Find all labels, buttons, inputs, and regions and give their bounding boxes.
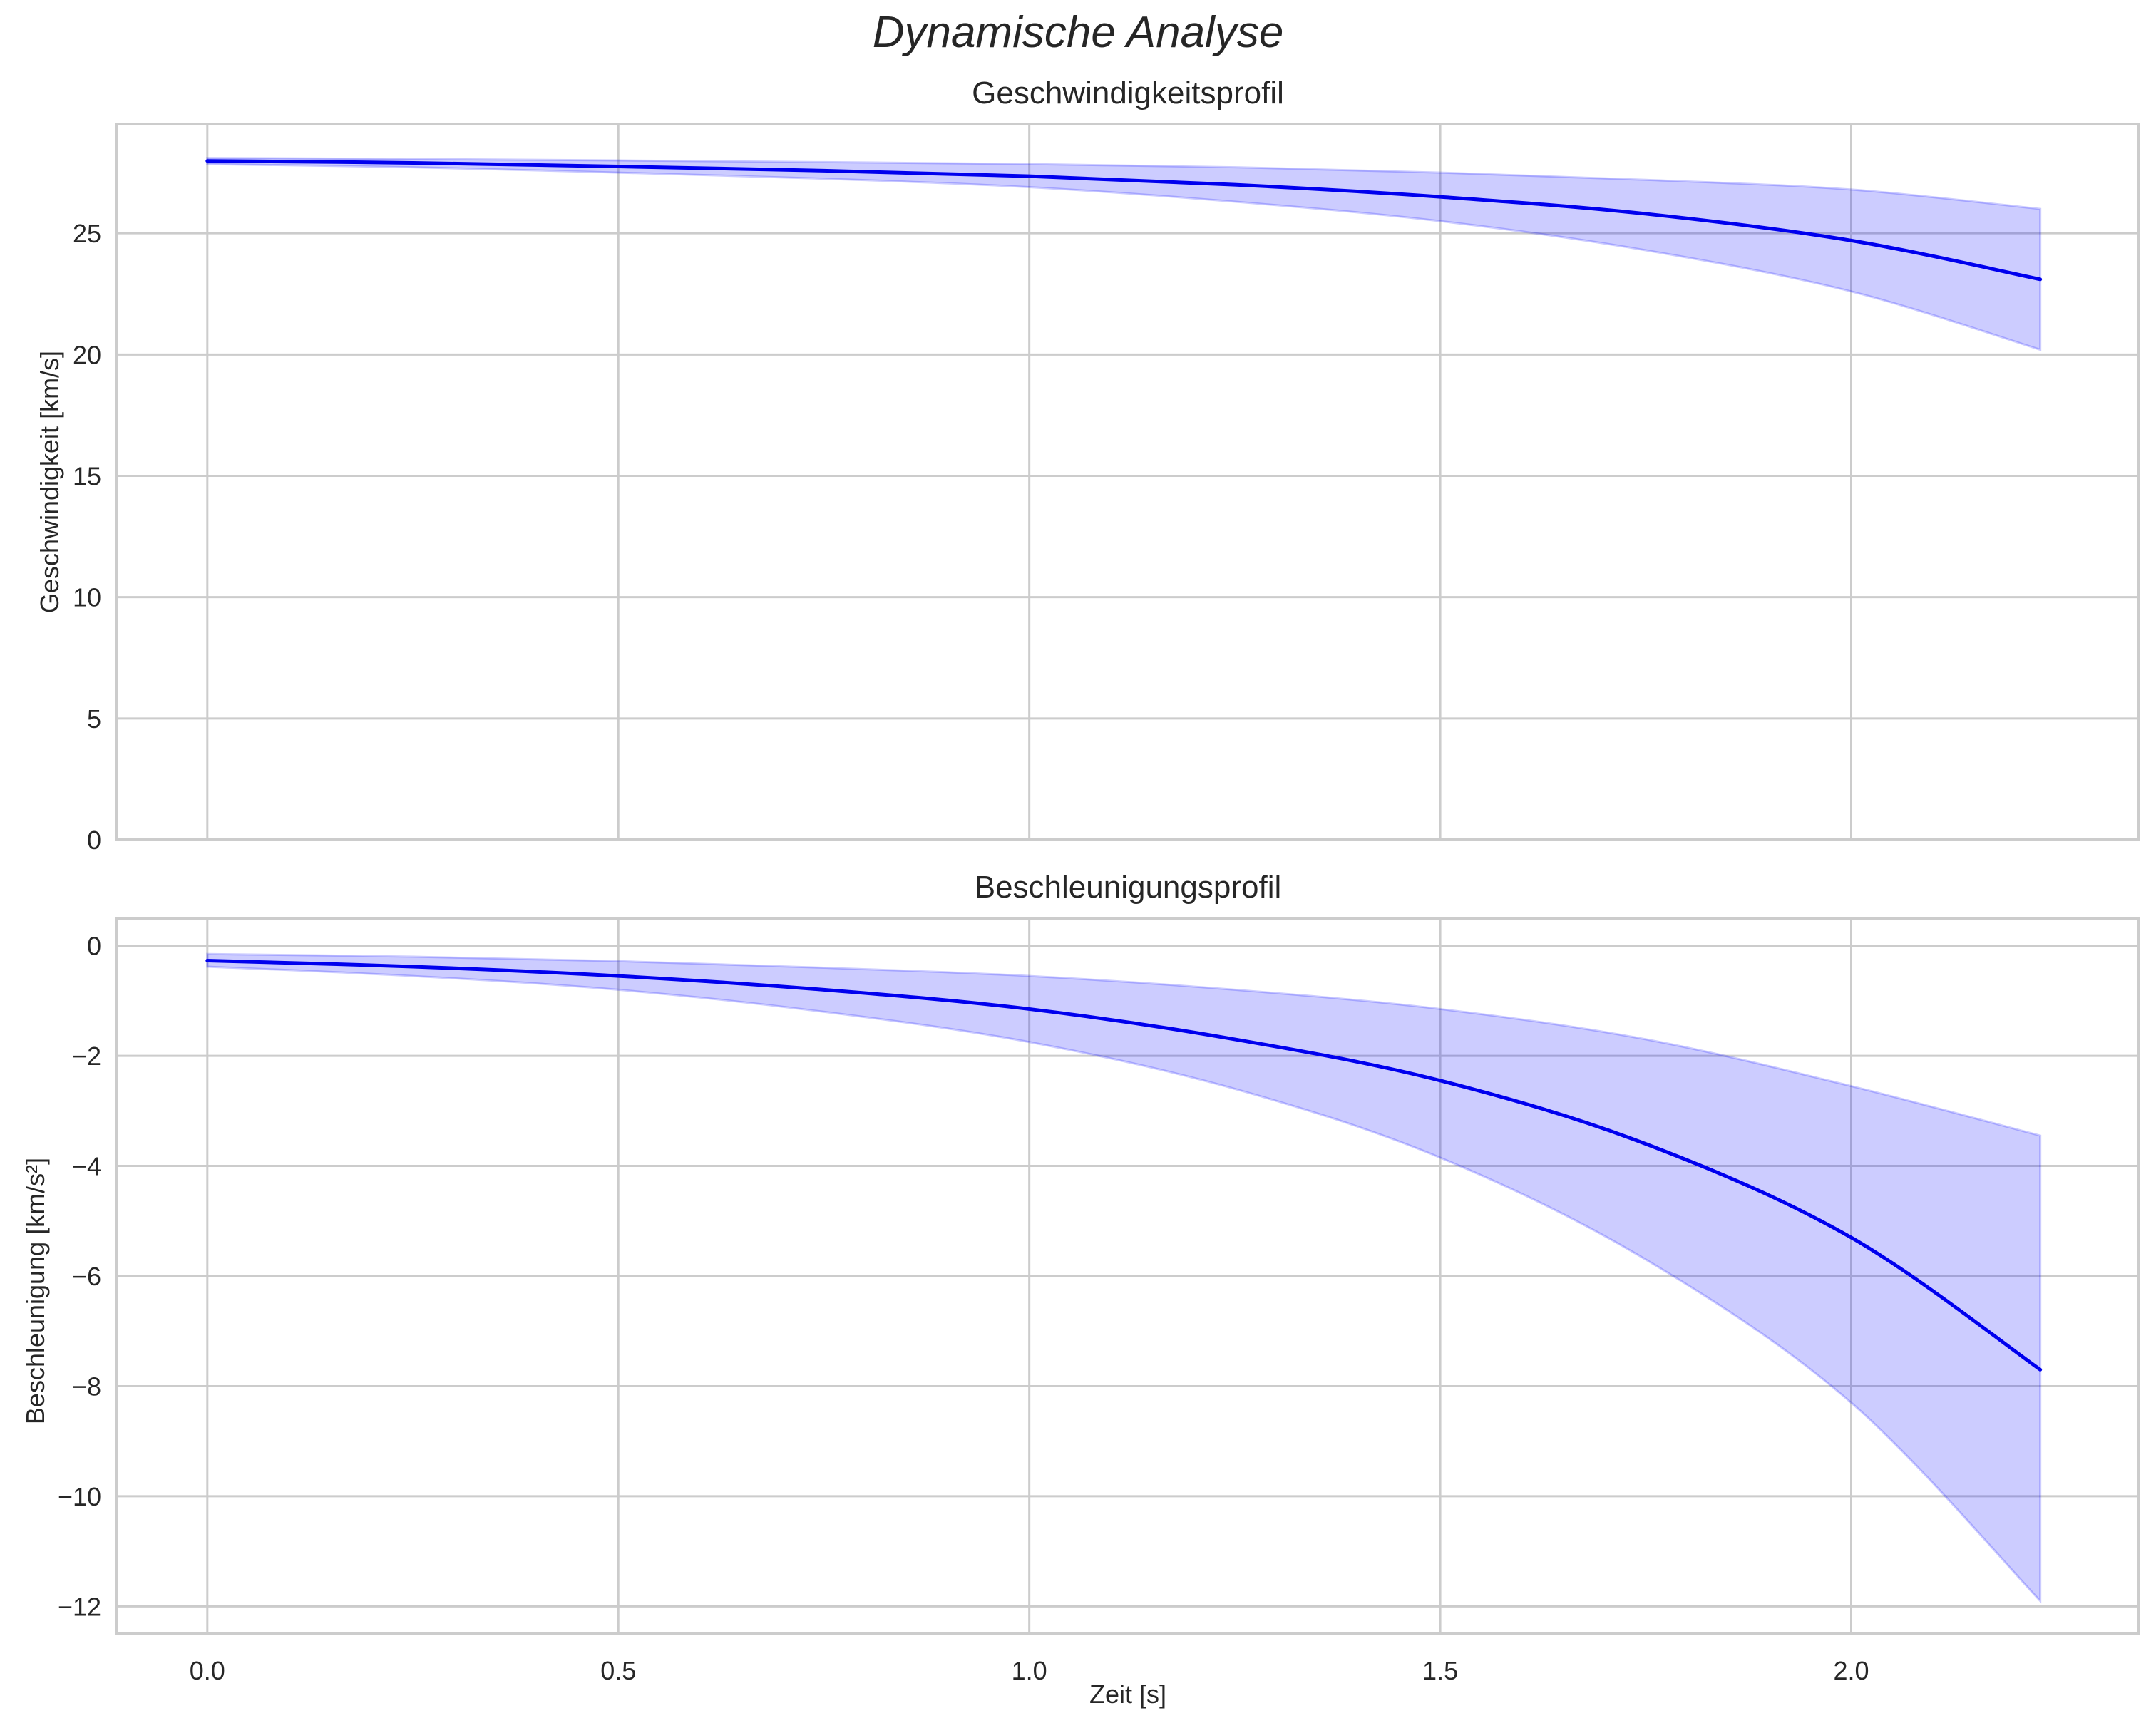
y-tick-label: 10 bbox=[73, 583, 101, 612]
y-tick-label: 20 bbox=[73, 340, 101, 369]
best-estimate-line bbox=[205, 958, 2043, 1372]
y-tick-label: −6 bbox=[72, 1262, 101, 1291]
uncertainty-band bbox=[206, 952, 2042, 1604]
y-tick-label: 25 bbox=[73, 219, 101, 248]
y-tick-label: −2 bbox=[72, 1042, 101, 1071]
x-tick-label: 0.0 bbox=[190, 1656, 225, 1685]
y-tick-label: 15 bbox=[73, 461, 101, 490]
best-estimate-line bbox=[205, 159, 2043, 282]
acceleration-panel-title: Beschleunigungsprofil bbox=[974, 870, 1282, 905]
axes-frame bbox=[115, 123, 2140, 841]
y-tick-label: 5 bbox=[87, 704, 101, 734]
x-tick-label: 1.0 bbox=[1012, 1656, 1047, 1685]
y-tick-label: −4 bbox=[72, 1152, 101, 1181]
y-tick-label: −12 bbox=[58, 1592, 101, 1621]
y-tick-label: −10 bbox=[58, 1482, 101, 1511]
figure-suptitle: Dynamische Analyse bbox=[872, 8, 1284, 57]
axes-frame bbox=[115, 917, 2140, 1635]
uncertainty-band bbox=[206, 157, 2042, 351]
y-tick-label: 0 bbox=[87, 932, 101, 961]
x-tick-label: 2.0 bbox=[1833, 1656, 1869, 1685]
acceleration-axes: 0.0 0.5 1.0 1.5 2.0 0 −2 −4 −6 −8 −10 −12 bbox=[58, 917, 2140, 1685]
x-axis-label: Zeit [s] bbox=[1089, 1680, 1167, 1709]
velocity-axes: 0 5 10 15 20 25 bbox=[73, 123, 2140, 855]
x-tick-label: 1.5 bbox=[1422, 1656, 1458, 1685]
y-tick-label: 0 bbox=[87, 826, 101, 855]
velocity-panel-title: Geschwindigkeitsprofil bbox=[972, 76, 1284, 110]
x-tick-label: 0.5 bbox=[600, 1656, 636, 1685]
y-tick-label: −8 bbox=[72, 1372, 101, 1401]
